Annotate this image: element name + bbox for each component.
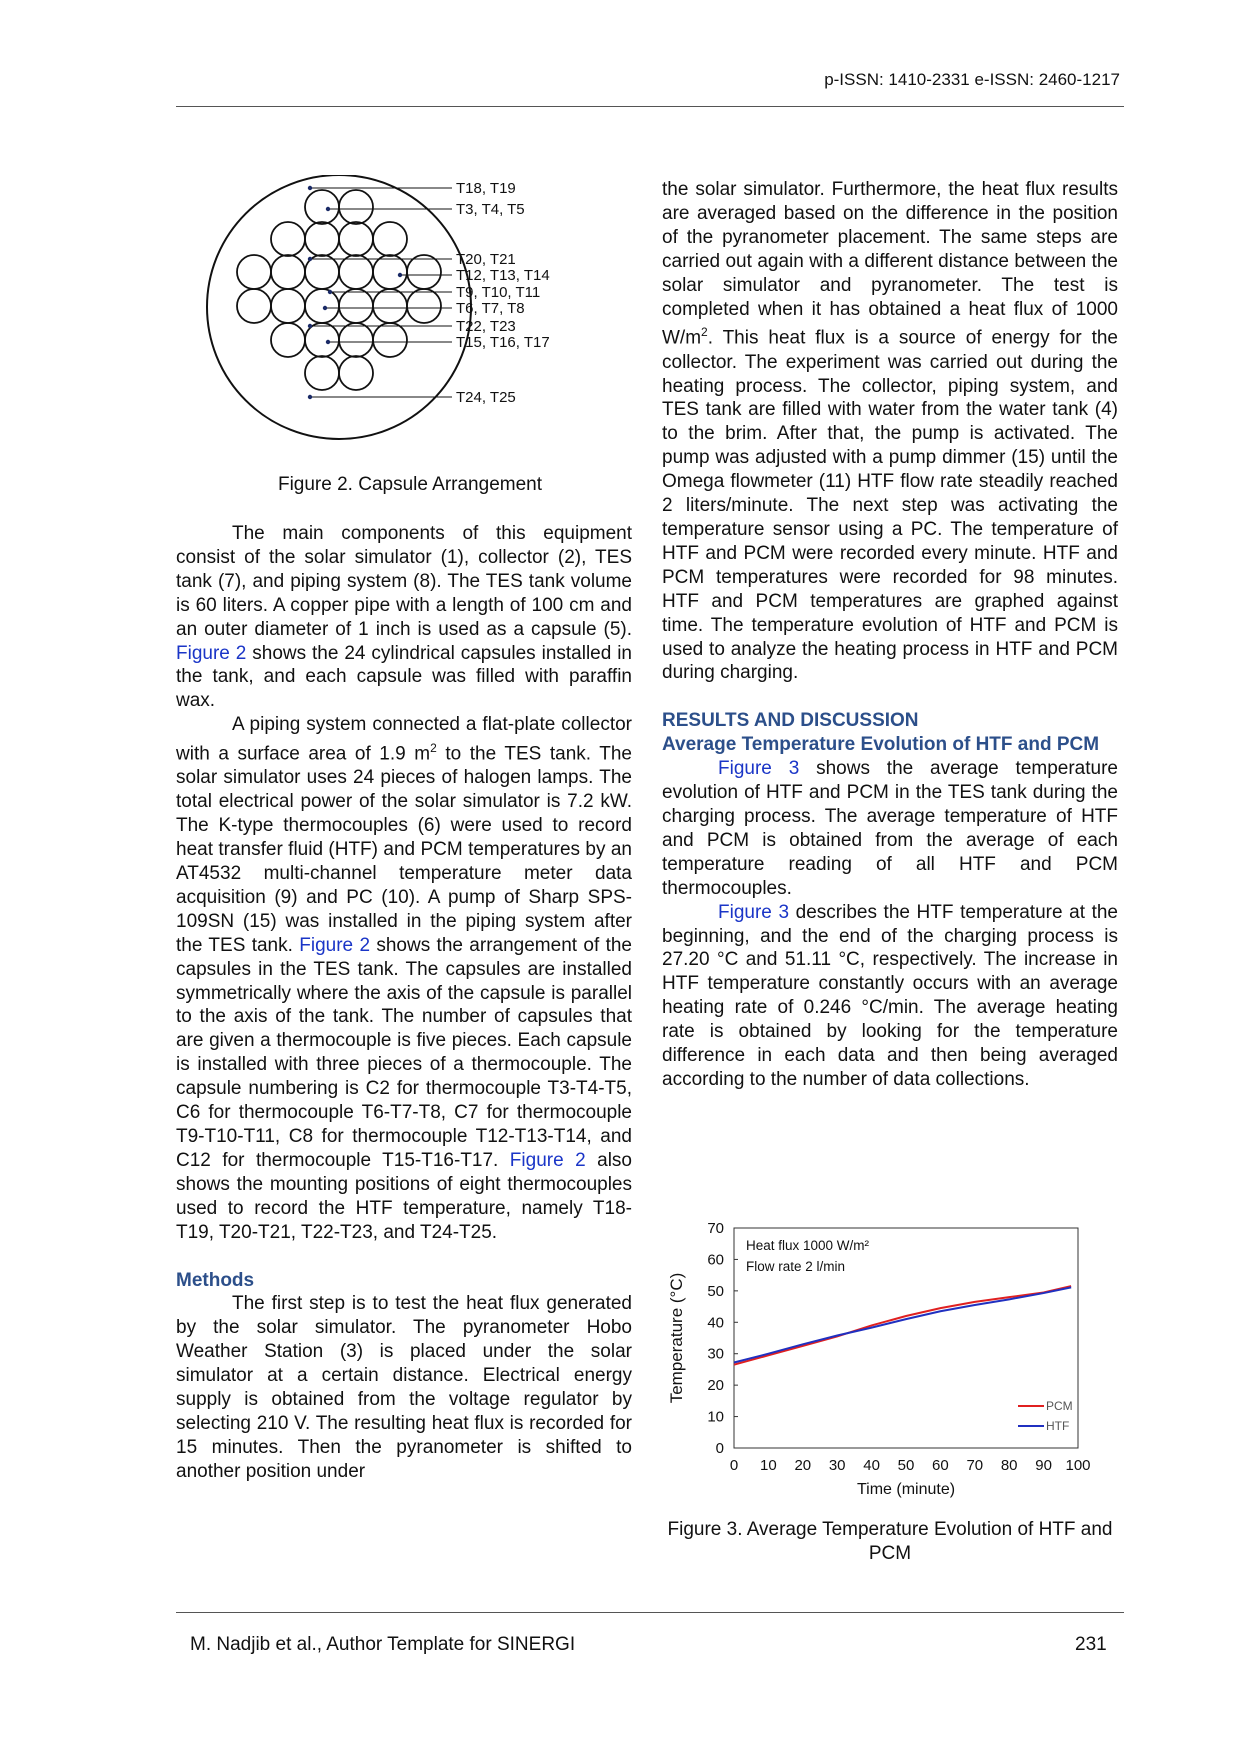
header-rule [176, 106, 1124, 107]
y-tick-label: 20 [707, 1377, 724, 1394]
y-tick-label: 60 [707, 1251, 724, 1268]
x-tick-label: 20 [794, 1457, 811, 1474]
x-tick-label: 50 [898, 1457, 915, 1474]
x-tick-label: 30 [829, 1457, 846, 1474]
legend-label: HTF [1046, 1419, 1069, 1433]
y-tick-label: 40 [707, 1314, 724, 1331]
thermocouple-label: T20, T21 [456, 251, 516, 268]
chart-annotation: Heat flux 1000 W/m² [746, 1238, 870, 1253]
capsule [406, 288, 442, 324]
thermocouple-dot [325, 206, 331, 212]
capsule [338, 355, 374, 391]
issn-header: p-ISSN: 1410-2331 e-ISSN: 2460-1217 [824, 70, 1120, 89]
capsule [270, 288, 306, 324]
x-tick-label: 40 [863, 1457, 880, 1474]
series-line-pcm [733, 1285, 1072, 1366]
capsule [304, 288, 340, 324]
capsule [304, 189, 340, 225]
methods-heading: Methods [176, 1269, 255, 1291]
x-tick-label: 70 [966, 1457, 983, 1474]
y-tick-label: 50 [707, 1283, 724, 1300]
thermocouple-label: T9, T10, T11 [456, 284, 540, 301]
y-tick-label: 70 [707, 1220, 724, 1237]
y-axis-label: Temperature (°C) [667, 1273, 686, 1404]
paragraph-methods: The first step is to test the heat flux … [176, 1293, 632, 1482]
figure-link[interactable]: Figure 3 [718, 901, 790, 923]
paragraph-figure3-intro: Figure 3 shows the average temperature e… [662, 758, 1118, 899]
capsule [270, 322, 306, 358]
thermocouple-label: T12, T13, T14 [456, 267, 550, 284]
thermocouple-dot [327, 289, 333, 295]
figure2-caption: Figure 2. Capsule Arrangement [277, 474, 543, 495]
thermocouple-dot [322, 305, 328, 311]
figure-link[interactable]: Figure 2 [176, 642, 247, 664]
capsule [338, 254, 374, 290]
paragraph-components: The main components of this equipment co… [176, 523, 632, 712]
figure-link[interactable]: Figure 2 [509, 1149, 586, 1171]
paragraph-figure3-detail: Figure 3 describes the HTF temperature a… [662, 901, 1118, 1090]
capsule [372, 254, 408, 290]
figure3-caption: Figure 3. Average Temperature Evolution … [667, 1519, 1113, 1564]
thermocouple-label: T18, T19 [456, 180, 516, 197]
capsule [338, 189, 374, 225]
capsule [372, 322, 408, 358]
temperature-chart: 0 10 20 30 40 50 60 70 80 90 100 0 10 20 30 40 50 60 70 Tim… [667, 1220, 1091, 1498]
results-heading: RESULTS AND DISCUSSION [662, 710, 919, 732]
footer-rule [176, 1612, 1124, 1613]
capsule [236, 254, 272, 290]
x-tick-label: 0 [730, 1457, 738, 1474]
thermocouple-label: T15, T16, T17 [456, 334, 550, 351]
capsule [270, 254, 306, 290]
x-tick-label: 10 [760, 1457, 777, 1474]
x-tick-label: 90 [1035, 1457, 1052, 1474]
capsule [338, 288, 374, 324]
figure-link[interactable]: Figure 2 [299, 934, 371, 956]
page-number: 231 [1075, 1634, 1107, 1655]
thermocouple-label: T24, T25 [456, 389, 516, 406]
y-tick-label: 10 [707, 1409, 724, 1426]
figure-link[interactable]: Figure 3 [718, 758, 800, 780]
paragraph-continued: the solar simulator. Furthermore, the he… [662, 179, 1118, 684]
y-tick-label: 0 [716, 1440, 724, 1457]
x-axis-label: Time (minute) [857, 1481, 955, 1498]
thermocouple-dot [307, 185, 313, 191]
capsule [338, 221, 374, 257]
capsule [304, 355, 340, 391]
left-column: The main components of this equipment co… [176, 522, 632, 1484]
thermocouple-dot [325, 339, 331, 345]
subsection-heading: Average Temperature Evolution of HTF and… [662, 734, 1100, 756]
thermocouple-label: T3, T4, T5 [456, 201, 525, 218]
capsule [304, 221, 340, 257]
footer-citation: M. Nadjib et al., Author Template for SI… [190, 1634, 576, 1655]
paragraph-piping: A piping system connected a flat-plate c… [176, 714, 633, 1243]
capsule [338, 322, 374, 358]
y-tick-label: 30 [707, 1346, 724, 1363]
capsule [406, 254, 442, 290]
tank-outline [206, 175, 472, 440]
thermocouple-dot [307, 394, 313, 400]
legend-label: PCM [1046, 1399, 1073, 1413]
thermocouple-label: T22, T23 [456, 318, 516, 335]
right-column: the solar simulator. Furthermore, the he… [662, 178, 1118, 1092]
plot-frame [733, 1227, 1079, 1449]
x-tick-label: 100 [1065, 1457, 1090, 1474]
capsule [372, 288, 408, 324]
capsule [270, 221, 306, 257]
thermocouple-dot [307, 256, 313, 262]
x-tick-label: 80 [1001, 1457, 1018, 1474]
chart-annotation: Flow rate 2 l/min [746, 1259, 845, 1274]
capsule [236, 288, 272, 324]
capsule [372, 221, 408, 257]
thermocouple-label: T6, T7, T8 [456, 300, 525, 317]
x-tick-label: 60 [932, 1457, 949, 1474]
series-line-htf [733, 1286, 1072, 1364]
thermocouple-dot [307, 323, 313, 329]
thermocouple-dot [397, 272, 403, 278]
